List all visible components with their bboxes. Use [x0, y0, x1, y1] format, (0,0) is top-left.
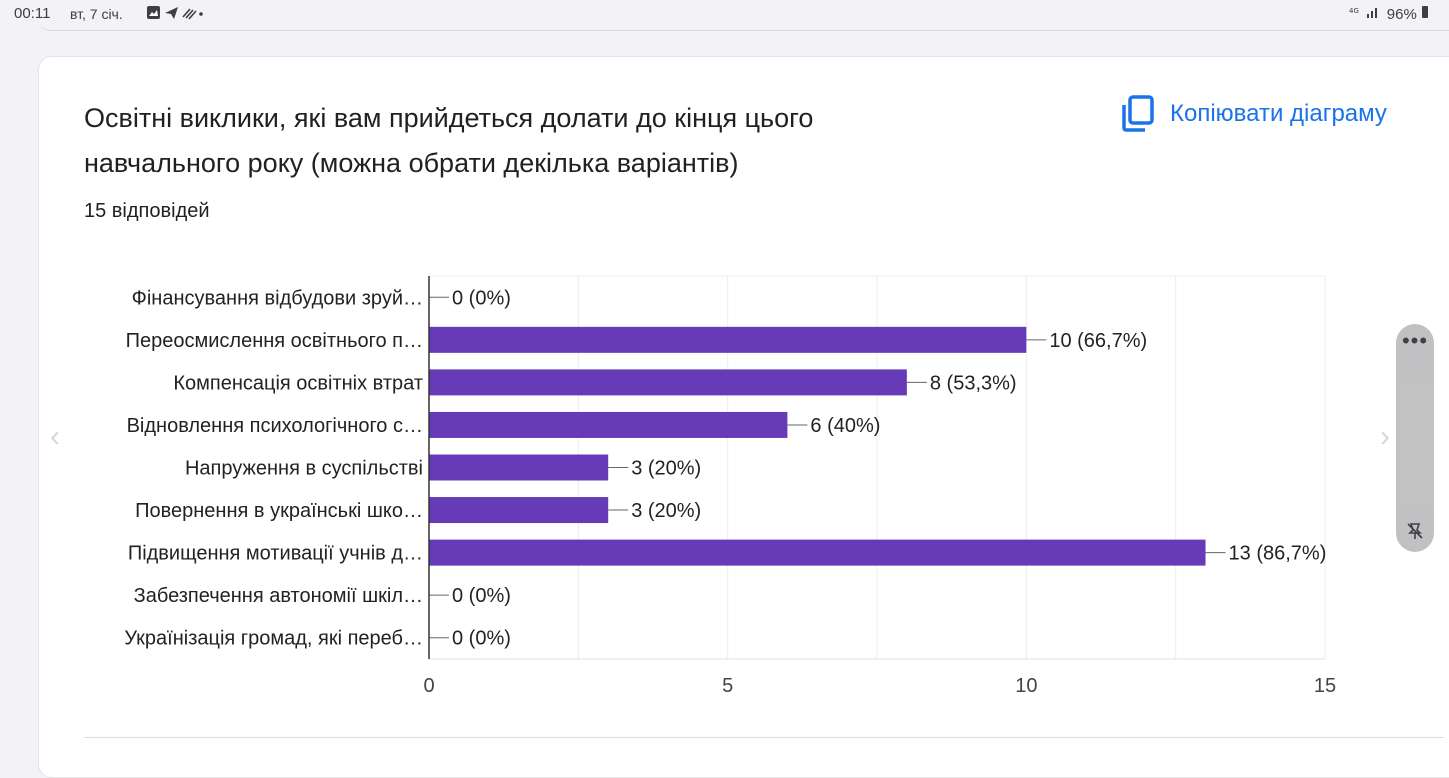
value-label: 10 (66,7%) [1049, 330, 1147, 352]
bar[interactable] [429, 539, 1206, 566]
copy-chart-label: Копіювати діаграму [1170, 100, 1387, 127]
bar[interactable] [429, 369, 907, 396]
category-label: Напруження в суспільстві [185, 458, 423, 480]
value-label: 6 (40%) [810, 415, 880, 437]
value-label: 0 (0%) [452, 585, 511, 607]
status-date: вт, 7 січ. [70, 6, 123, 22]
floating-side-panel[interactable]: ••• [1396, 324, 1434, 552]
question-title-line1: Освітні виклики, які вам прийдеться дола… [84, 103, 814, 133]
category-label: Компенсація освітніх втрат [173, 372, 423, 394]
more-options-icon[interactable]: ••• [1401, 328, 1429, 353]
category-label: Відновлення психологічного с… [127, 415, 423, 437]
category-label: Українізація громад, які переб… [124, 628, 423, 650]
chart-labels: 0 5 10 15 Фінансування відбудови зруй… 0 (0%)… [124, 276, 1336, 697]
bar[interactable] [429, 326, 1027, 353]
card-divider [84, 737, 1444, 738]
status-right: 4G 96% [1349, 5, 1429, 23]
value-label: 0 (0%) [452, 628, 511, 650]
x-tick-label: 15 [1314, 675, 1336, 697]
bar[interactable] [429, 497, 609, 524]
category-label: Переосмислення освітнього п… [126, 330, 423, 352]
battery-percent: 96% [1386, 6, 1417, 23]
x-tick-label: 10 [1015, 675, 1037, 697]
category-label: Повернення в українські шко… [135, 500, 423, 522]
value-label: 3 (20%) [631, 458, 701, 480]
unpin-glyph [1407, 523, 1423, 539]
question-title-line2: навчального року (можна обрати декілька … [84, 148, 739, 178]
value-label: 8 (53,3%) [930, 372, 1017, 394]
category-label: Фінансування відбудови зруй… [132, 287, 423, 309]
status-bar: 00:11 вт, 7 січ. 4G 96% [0, 0, 1449, 28]
previous-card-edge [38, 0, 1449, 31]
svg-text:4G: 4G [1349, 7, 1359, 15]
notification-icons [146, 5, 204, 24]
notification-icons-glyphs [147, 6, 203, 20]
copy-icon [1122, 95, 1154, 132]
bar[interactable] [429, 454, 609, 481]
signal-icon: 4G [1349, 7, 1377, 18]
category-label: Забезпечення автономії шкіл… [134, 585, 423, 607]
chart-bars [429, 326, 1206, 566]
response-count: 15 відповідей [84, 200, 210, 222]
value-label: 3 (20%) [631, 500, 701, 522]
category-label: Підвищення мотивації учнів д… [128, 543, 423, 565]
value-label: 0 (0%) [452, 287, 511, 309]
unpin-icon[interactable] [1396, 521, 1434, 546]
bar[interactable] [429, 411, 788, 438]
copy-chart-button[interactable]: Копіювати діаграму [1120, 94, 1387, 134]
next-arrow-icon[interactable]: › [1380, 420, 1390, 453]
bar-chart: 0 5 10 15 Фінансування відбудови зруй… 0 (0%)… [124, 275, 1336, 697]
x-tick-label: 0 [423, 675, 434, 697]
value-label: 13 (86,7%) [1229, 543, 1327, 565]
question-title: Освітні виклики, які вам прийдеться дола… [84, 96, 984, 186]
battery-icon [1422, 6, 1428, 18]
x-tick-label: 5 [722, 675, 733, 697]
prev-arrow-icon[interactable]: ‹ [50, 420, 60, 453]
